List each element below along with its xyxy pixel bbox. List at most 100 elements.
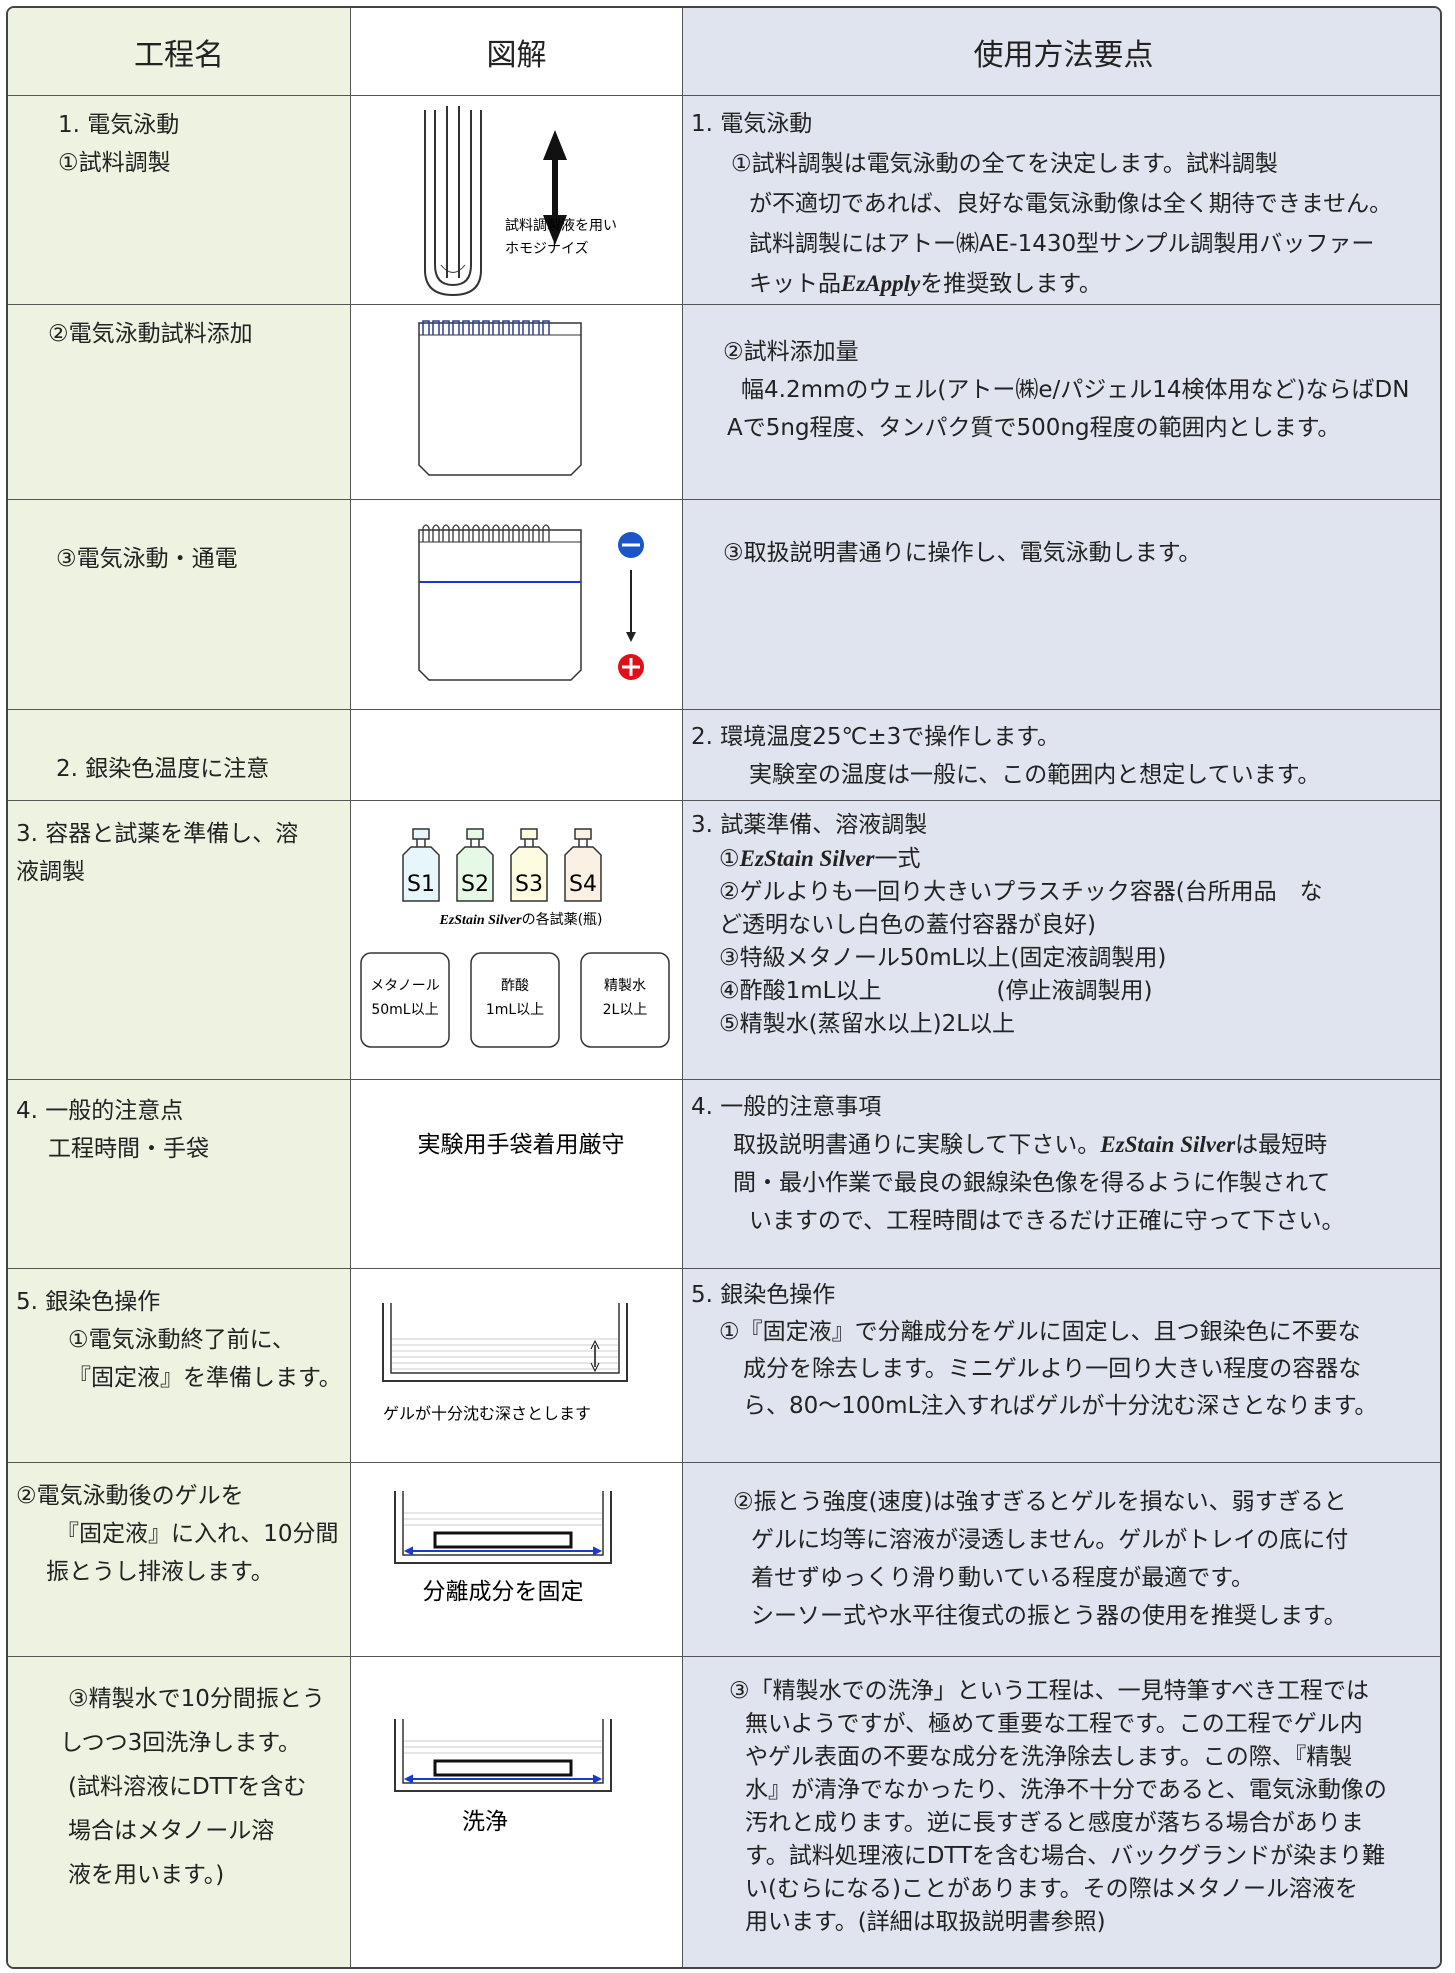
step-cell: 5. 銀染色操作 ①電気泳動終了前に、 『固定液』を準備します。 — [8, 1269, 351, 1463]
notes-cell: 2. 環境温度25℃±3で操作します。 実験室の温度は一般に、この範囲内と想定して… — [683, 710, 1440, 801]
figure-text: 実験用手袋着用厳守 — [418, 1132, 625, 1158]
step-cell: ③精製水で10分間振とう しつつ3回洗浄します。 (試料溶液にDTTを含む 場合はメタ… — [8, 1657, 351, 1967]
text-line: 『固定液』を準備します。 — [68, 1365, 342, 1391]
step-cell: ③電気泳動・通電 — [8, 500, 351, 710]
figure-text: ホモジナイズ — [505, 241, 589, 257]
text-segment: は最短時 — [1235, 1132, 1328, 1158]
caption-segment: の各試薬(瓶) — [522, 912, 603, 928]
notes-cell: ②試料添加量幅4.2mmのウェル(アトー㈱e/パジェル14検体用など)ならばDN… — [683, 305, 1440, 500]
text-line: 2. 環境温度25℃±3で操作します。 — [691, 724, 1060, 750]
text-line: 汚れと成ります。逆に長すぎると感度が落ちる場合がありま — [745, 1810, 1364, 1836]
text-line: 着せずゆっくり滑り動いている程度が最適です。 — [751, 1565, 1255, 1591]
text-line: 液調製 — [16, 859, 85, 885]
text-line: 間・最小作業で最良の銀線染色像を得るように作製されて — [733, 1170, 1331, 1196]
text-line: が不適切であれば、良好な電気泳動像は全く期待できません。 — [749, 191, 1393, 217]
bottle-label: S2 — [461, 872, 489, 897]
step-cell: 2. 銀染色温度に注意 — [8, 710, 351, 801]
text-segment: ① — [719, 846, 740, 872]
figure-text: 洗浄 — [462, 1809, 508, 1835]
text-line: 用います。(詳細は取扱説明書参照) — [745, 1909, 1106, 1935]
bottle-label: S4 — [569, 872, 597, 897]
text-segment: キット品 — [749, 271, 841, 297]
header-cell: 図解 — [351, 8, 683, 96]
text-line: 幅4.2mmのウェル(アトー㈱e/パジェル14検体用など)ならばDN — [741, 377, 1410, 403]
reagent-box — [470, 952, 560, 1048]
step-cell: ②電気泳動後のゲルを 『固定液』に入れ、10分間 振とうし排液します。 — [8, 1463, 351, 1657]
notes-cell: 3. 試薬準備、溶液調製 ①EzStain Silver一式 ②ゲルよりも一回り大き… — [683, 801, 1440, 1080]
reagent-label: 精製水 — [604, 978, 646, 994]
figure-gloves: 実験用手袋着用厳守 — [418, 1132, 625, 1158]
text-line: やゲル表面の不要な成分を洗浄除去します。この際、『精製 — [745, 1744, 1353, 1770]
text-line: ③電気泳動・通電 — [56, 546, 238, 572]
text-line: ゲルに均等に溶液が浸透しません。ゲルがトレイの底に付 — [751, 1527, 1349, 1553]
bottle — [510, 828, 548, 902]
text-line: ②ゲルよりも一回り大きいプラスチック容器(台所用品 な — [719, 879, 1323, 905]
figure-reagents: S1 S2 S3 S4 EzStain Silverの各試薬(瓶) メタノール 50mL… — [360, 828, 670, 1048]
reagent-box — [360, 952, 450, 1048]
procedure-table: 工程名 図解 使用方法要点 1. 電気泳動 ①試料調製 1. 電気泳動 ①試料調製は電気泳動… — [6, 6, 1442, 1969]
text-line: ①電気泳動終了前に、 — [68, 1327, 295, 1353]
text-line: Aで5ng程度、タンパク質で500ng程度の範囲内とします。 — [727, 415, 1341, 441]
figure-electrophoresis — [418, 524, 644, 681]
text-line: 成分を除去します。ミニゲルより一回り大きい程度の容器な — [743, 1356, 1362, 1382]
text-line: 5. 銀染色操作 — [691, 1282, 836, 1308]
figure-tray: 分離成分を固定 — [394, 1491, 612, 1605]
text-line: キット品EzApplyを推奨致します。 — [683, 264, 1440, 304]
bottle — [456, 828, 494, 902]
text-line: 場合はメタノール溶 — [68, 1818, 275, 1844]
text-line: ①『固定液』で分離成分をゲルに固定し、且つ銀染色に不要な — [719, 1319, 1361, 1345]
figure-caption: EzStain Silverの各試薬(瓶) — [438, 912, 602, 928]
step-cell: 4. 一般的注意点 工程時間・手袋 — [8, 1080, 351, 1269]
text-line: 1. 電気泳動 — [58, 112, 180, 138]
text-line: (試料溶液にDTTを含む — [68, 1774, 307, 1800]
text-line: ②振とう強度(速度)は強すぎるとゲルを損ない、弱すぎると — [733, 1489, 1347, 1515]
text-segment: EzStain Silver — [1100, 1132, 1236, 1157]
text-line: ③特級メタノール50mL以上(固定液調製用) — [719, 945, 1167, 971]
step-cell: 3. 容器と試薬を準備し、溶 液調製 — [8, 801, 351, 1080]
text-line: 1. 電気泳動 — [691, 111, 813, 137]
reagent-label: 酢酸 — [501, 978, 529, 994]
text-line: 無いようですが、極めて重要な工程です。この工程でゲル内 — [745, 1711, 1363, 1737]
reagent-label: 1mL以上 — [486, 1002, 544, 1018]
figure-gel-comb — [418, 320, 582, 476]
text-line: ③精製水で10分間振とう — [68, 1686, 325, 1712]
figure-tube: 試料調製液を用い ホモジナイズ — [424, 106, 617, 297]
text-line: ②電気泳動後のゲルを — [16, 1483, 244, 1509]
text-line: い(むらになる)ことがあります。その際はメタノール溶液を — [745, 1876, 1358, 1902]
figure-cell — [351, 1080, 683, 1269]
bottle — [402, 828, 440, 902]
reagent-label: メタノール — [370, 978, 440, 994]
text-line: ど透明ないし白色の蓋付容器が良好) — [719, 912, 1096, 938]
notes-cell: 1. 電気泳動 ①試料調製は電気泳動の全てを決定します。試料調製 が不適切であれば、… — [683, 96, 1440, 305]
step-cell: 1. 電気泳動 ①試料調製 — [8, 96, 351, 305]
figure-cell — [351, 96, 683, 305]
text-line: 4. 一般的注意事項 — [691, 1094, 882, 1120]
figure-cell — [351, 1657, 683, 1967]
text-line: いますので、工程時間はできるだけ正確に守って下さい。 — [749, 1208, 1345, 1234]
figure-text: ゲルが十分沈む深さとします — [383, 1404, 591, 1423]
text-line: 『固定液』に入れ、10分間 — [56, 1521, 339, 1547]
text-line: ③「精製水での洗浄」という工程は、一見特筆すべき工程では — [729, 1678, 1370, 1704]
text-line: ②試料添加量 — [723, 339, 859, 365]
text-line: ②電気泳動試料添加 — [48, 321, 253, 347]
text-line: 2. 銀染色温度に注意 — [56, 756, 270, 782]
reagent-label: 50mL以上 — [371, 1002, 438, 1018]
reagent-box — [580, 952, 670, 1048]
text-line: す。試料処理液にDTTを含む場合、バックグランドが染まり難 — [745, 1843, 1386, 1869]
header-cell: 工程名 — [8, 8, 351, 96]
caption-segment: EzStain Silver — [438, 913, 522, 928]
figure-wash: 洗浄 — [394, 1719, 612, 1835]
header-cell: 使用方法要点 — [683, 8, 1440, 96]
text-line: 取扱説明書通りに実験して下さい。EzStain Silverは最短時 — [683, 1126, 1440, 1164]
figure-container: ゲルが十分沈む深さとします — [382, 1303, 628, 1423]
notes-cell: ②振とう強度(速度)は強すぎるとゲルを損ない、弱すぎるとゲルに均等に溶液が浸透し… — [683, 1463, 1440, 1657]
text-line: ①EzStain Silver一式 — [683, 842, 1440, 876]
text-segment: EzApply — [841, 271, 921, 296]
step-cell: ②電気泳動試料添加 — [8, 305, 351, 500]
notes-cell: ③「精製水での洗浄」という工程は、一見特筆すべき工程では無いようですが、極めて重… — [683, 1657, 1440, 1967]
text-line: ④酢酸1mL以上 (停止液調製用) — [719, 978, 1153, 1004]
text-line: ら、80～100mL注入すればゲルが十分沈む深さとなります。 — [743, 1393, 1378, 1419]
text-segment: 一式 — [874, 846, 921, 872]
text-line: 3. 試薬準備、溶液調製 — [691, 812, 928, 838]
